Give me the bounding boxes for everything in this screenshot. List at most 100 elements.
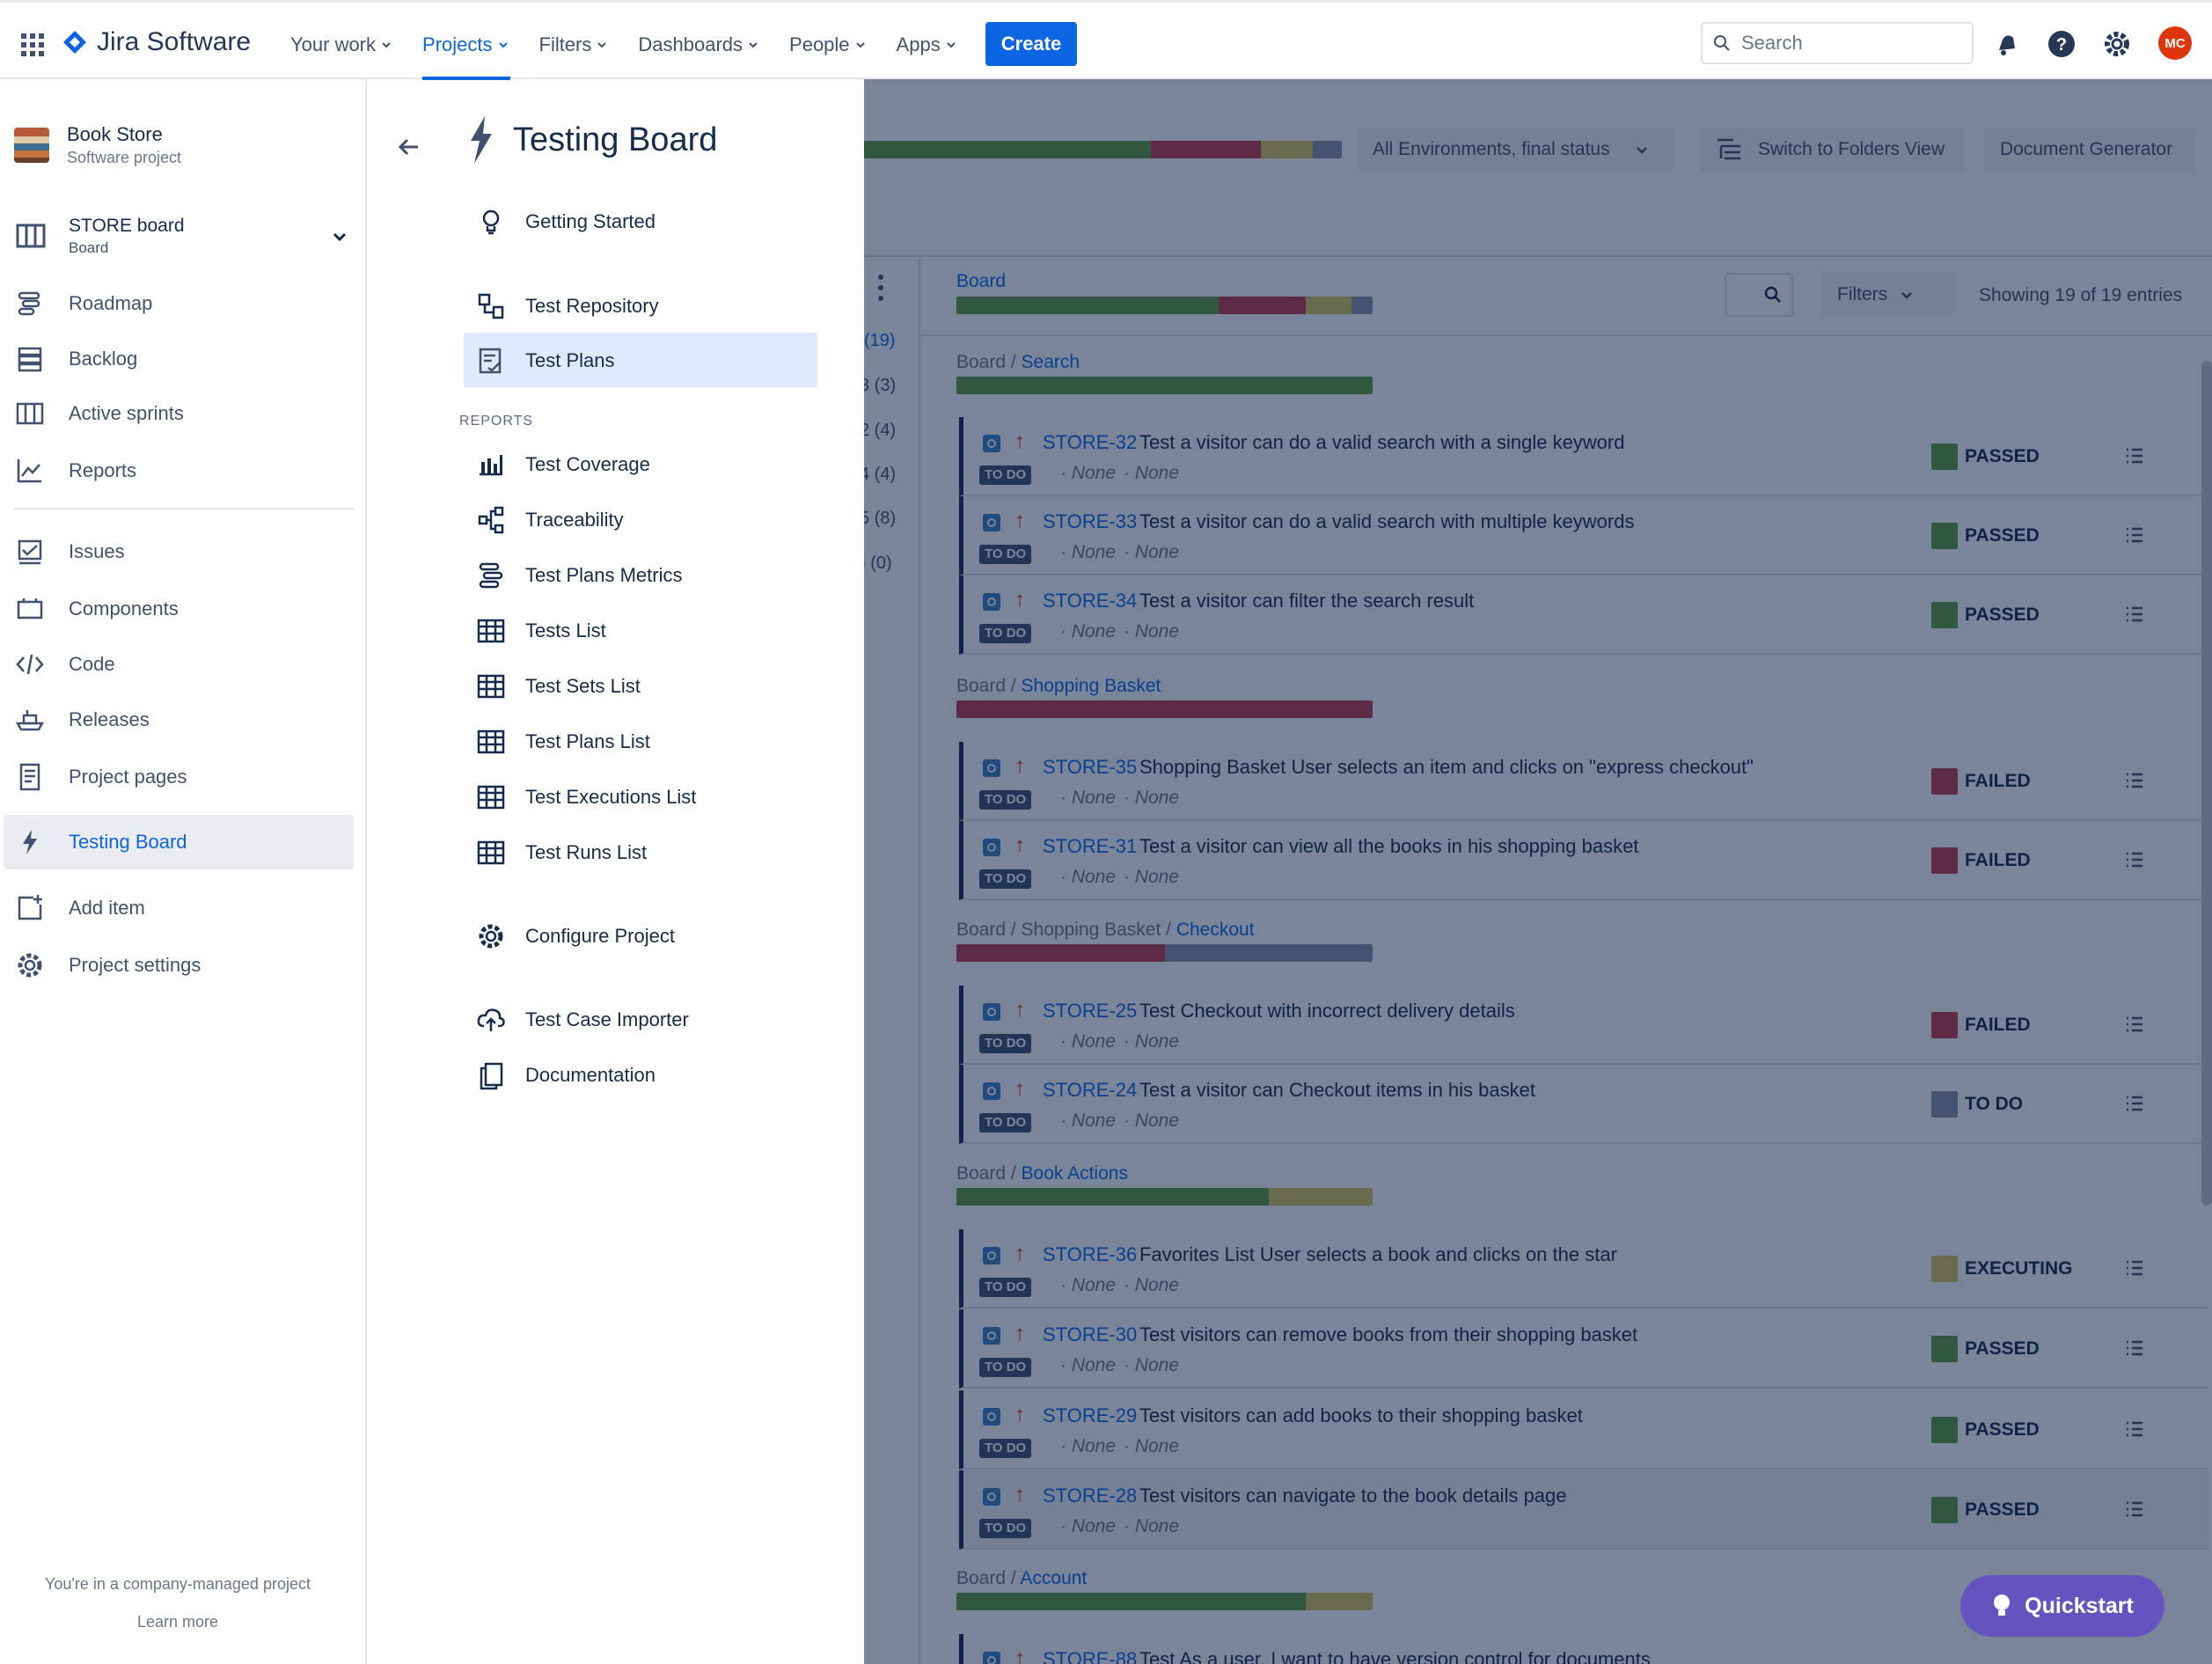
nav-dashboards[interactable]: Dashboards xyxy=(638,27,758,62)
sidebar-item-components[interactable]: Components xyxy=(14,590,179,628)
menu-test-case-importer[interactable]: Test Case Importer xyxy=(476,1002,689,1037)
test-row[interactable]: ↑ STORE-28 Test visitors can navigate to… xyxy=(959,1470,2208,1550)
issue-key[interactable]: STORE-31 xyxy=(1043,835,1138,857)
test-row[interactable]: ↑ STORE-24 Test a visitor can Checkout i… xyxy=(959,1065,2208,1144)
sidebar-item-releases[interactable]: Releases xyxy=(14,700,150,739)
nav-people[interactable]: People xyxy=(789,27,866,62)
sidebar-item-active-sprints[interactable]: Active sprints xyxy=(14,394,184,433)
sidebar-item-add-item[interactable]: Add item xyxy=(14,889,145,927)
menu-test-repository[interactable]: Test Repository xyxy=(476,289,659,324)
sidebar-item-code[interactable]: Code xyxy=(14,645,115,684)
menu-test-plans[interactable]: Test Plans xyxy=(476,343,615,378)
filters-button[interactable]: Filters xyxy=(1821,273,1953,317)
menu-test-plans-list[interactable]: Test Plans List xyxy=(476,724,650,759)
sidebar-item-reports[interactable]: Reports xyxy=(14,451,136,490)
test-row[interactable]: ↑ STORE-30 Test visitors can remove book… xyxy=(959,1309,2208,1389)
jira-logo[interactable]: Jira Software xyxy=(62,27,251,57)
sidebar-item-issues[interactable]: Issues xyxy=(14,532,125,571)
list-details-icon[interactable] xyxy=(2125,526,2144,544)
issue-key[interactable]: STORE-32 xyxy=(1043,431,1138,453)
nav-your-work[interactable]: Your work xyxy=(290,27,392,62)
list-details-icon[interactable] xyxy=(2125,605,2144,623)
rail-count[interactable]: 4 (4) xyxy=(864,465,897,484)
issue-key[interactable]: STORE-28 xyxy=(1043,1484,1138,1506)
help-icon[interactable]: ? xyxy=(2047,29,2076,59)
rail-count[interactable]: 3 (3) xyxy=(864,376,897,395)
menu-test-coverage[interactable]: Test Coverage xyxy=(476,447,650,482)
list-details-icon[interactable] xyxy=(2125,1259,2144,1277)
test-row[interactable]: ↑ STORE-29 Test visitors can add books t… xyxy=(959,1390,2208,1470)
nav-filters[interactable]: Filters xyxy=(539,27,608,62)
test-row[interactable]: ↑ STORE-25 Test Checkout with incorrect … xyxy=(959,986,2208,1065)
board-selector[interactable]: STORE board Board xyxy=(14,216,348,257)
issue-key[interactable]: STORE-25 xyxy=(1043,1000,1138,1022)
nav-projects[interactable]: Projects xyxy=(422,27,508,62)
sidebar-item-project-settings[interactable]: Project settings xyxy=(14,946,201,985)
main-scrollbar[interactable] xyxy=(2201,361,2212,1206)
document-generator-button[interactable]: Document Generator xyxy=(1984,128,2195,172)
group-link[interactable]: Shopping Basket xyxy=(1021,676,1161,696)
list-details-icon[interactable] xyxy=(2125,447,2144,465)
list-details-icon[interactable] xyxy=(2125,1095,2144,1112)
issue-key[interactable]: STORE-30 xyxy=(1043,1323,1138,1345)
project-header[interactable]: Book Store Software project xyxy=(14,123,181,167)
rail-count[interactable]: 2 (4) xyxy=(864,421,897,440)
menu-configure-project[interactable]: Configure Project xyxy=(476,919,675,954)
app-switcher-icon[interactable] xyxy=(19,32,46,58)
issue-key[interactable]: STORE-34 xyxy=(1043,590,1138,612)
list-details-icon[interactable] xyxy=(2125,1339,2144,1357)
sidebar-item-backlog[interactable]: Backlog xyxy=(14,340,137,378)
test-row[interactable]: ↑ STORE-36 Favorites List User selects a… xyxy=(959,1229,2208,1308)
quickstart-button[interactable]: Quickstart xyxy=(1960,1575,2164,1637)
more-options-icon[interactable] xyxy=(876,273,885,303)
issue-key[interactable]: STORE-36 xyxy=(1043,1243,1138,1265)
back-arrow-icon[interactable] xyxy=(393,132,423,162)
rail-count[interactable]: 5 (8) xyxy=(864,509,897,528)
search-input[interactable]: Search xyxy=(1701,22,1974,64)
test-row[interactable]: ↑ STORE-32 Test a visitor can do a valid… xyxy=(959,417,2208,496)
menu-test-plans-metrics[interactable]: Test Plans Metrics xyxy=(476,558,683,593)
create-button[interactable]: Create xyxy=(985,22,1077,66)
filter-search-button[interactable] xyxy=(1725,273,1793,317)
issue-key[interactable]: STORE-24 xyxy=(1043,1079,1138,1101)
list-details-icon[interactable] xyxy=(2125,772,2144,789)
group-link[interactable]: Book Actions xyxy=(1021,1163,1128,1184)
menu-test-runs-list[interactable]: Test Runs List xyxy=(476,835,647,870)
list-details-icon[interactable] xyxy=(2125,1500,2144,1518)
issue-key[interactable]: STORE-88 xyxy=(1043,1648,1138,1664)
menu-test-sets-list[interactable]: Test Sets List xyxy=(476,669,641,704)
issue-key[interactable]: STORE-33 xyxy=(1043,510,1138,532)
sidebar-item-testing-board[interactable]: Testing Board xyxy=(4,815,354,869)
rail-count[interactable]: (19) xyxy=(864,331,896,350)
sidebar-item-roadmap[interactable]: Roadmap xyxy=(14,284,152,323)
sidebar-item-project-pages[interactable]: Project pages xyxy=(14,758,187,796)
test-row[interactable]: ↑ STORE-88 Test As a user, I want to hav… xyxy=(959,1634,2208,1664)
group-link[interactable]: Search xyxy=(1021,352,1080,372)
menu-documentation[interactable]: Documentation xyxy=(476,1058,656,1093)
issue-key[interactable]: STORE-29 xyxy=(1043,1404,1138,1426)
menu-traceability[interactable]: Traceability xyxy=(476,502,624,538)
list-details-icon[interactable] xyxy=(2125,1420,2144,1438)
group-link[interactable]: Account xyxy=(1020,1568,1088,1588)
menu-getting-started[interactable]: Getting Started xyxy=(476,204,656,239)
nav-apps[interactable]: Apps xyxy=(897,27,956,62)
notifications-icon[interactable] xyxy=(1992,29,2022,59)
issue-key[interactable]: STORE-35 xyxy=(1043,756,1138,778)
switch-folders-view-button[interactable]: Switch to Folders View xyxy=(1700,128,1964,172)
group-link[interactable]: Checkout xyxy=(1176,920,1255,940)
list-details-icon[interactable] xyxy=(2125,1015,2144,1033)
rail-count[interactable]: ) (0) xyxy=(864,553,892,573)
test-row[interactable]: ↑ STORE-33 Test a visitor can do a valid… xyxy=(959,496,2208,575)
test-row[interactable]: ↑ STORE-31 Test a visitor can view all t… xyxy=(959,821,2208,900)
board-breadcrumb[interactable]: Board xyxy=(956,271,1007,291)
list-details-icon[interactable] xyxy=(2125,851,2144,869)
menu-test-executions-list[interactable]: Test Executions List xyxy=(476,780,696,815)
test-type-icon xyxy=(983,514,1000,531)
learn-more-link[interactable]: Learn more xyxy=(136,1613,219,1631)
settings-gear-icon[interactable] xyxy=(2102,29,2132,59)
user-avatar[interactable]: MC xyxy=(2158,26,2192,60)
test-row[interactable]: ↑ STORE-34 Test a visitor can filter the… xyxy=(959,575,2208,655)
environment-dropdown[interactable]: All Environments, final status xyxy=(1357,128,1674,172)
test-row[interactable]: ↑ STORE-35 Shopping Basket User selects … xyxy=(959,742,2208,821)
menu-tests-list[interactable]: Tests List xyxy=(476,613,606,649)
